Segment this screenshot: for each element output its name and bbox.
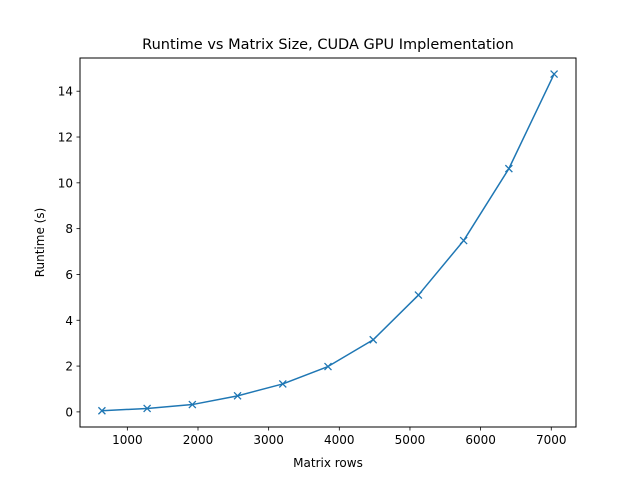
data-point-marker [504, 164, 513, 173]
y-tick-label: 2 [65, 360, 73, 374]
x-tick-label: 3000 [253, 433, 284, 447]
x-tick-label: 7000 [536, 433, 567, 447]
y-tick-label: 14 [58, 85, 73, 99]
x-axis-label: Matrix rows [293, 456, 363, 470]
x-tick-label: 4000 [324, 433, 355, 447]
y-tick-label: 8 [65, 222, 73, 236]
plot-area: 1000 2000 3000 4000 5000 6000 7000 0 2 4 6 8 10 12 14 [58, 70, 567, 447]
data-point-marker [143, 404, 152, 413]
y-tick-label: 12 [58, 131, 73, 145]
y-tick-label: 6 [65, 268, 73, 282]
data-point-marker [324, 362, 332, 371]
data-point-marker [188, 400, 197, 409]
data-point-marker [97, 406, 106, 415]
data-point-marker [459, 236, 468, 245]
data-point-marker [414, 291, 423, 300]
x-tick-label: 1000 [112, 433, 143, 447]
data-point-marker [278, 379, 287, 388]
chart-title: Runtime vs Matrix Size, CUDA GPU Impleme… [142, 37, 514, 53]
x-tick-label: 2000 [183, 433, 214, 447]
y-axis-label: Runtime (s) [33, 208, 47, 278]
y-tick-label: 4 [65, 314, 73, 328]
data-point-marker [550, 70, 559, 78]
axes-frame [79, 57, 577, 428]
x-tick-label: 5000 [395, 433, 426, 447]
y-tick-label: 10 [58, 176, 73, 190]
x-tick-label: 6000 [465, 433, 496, 447]
data-point-marker [369, 335, 378, 344]
data-point-marker [233, 391, 242, 400]
y-tick-label: 0 [65, 405, 73, 419]
